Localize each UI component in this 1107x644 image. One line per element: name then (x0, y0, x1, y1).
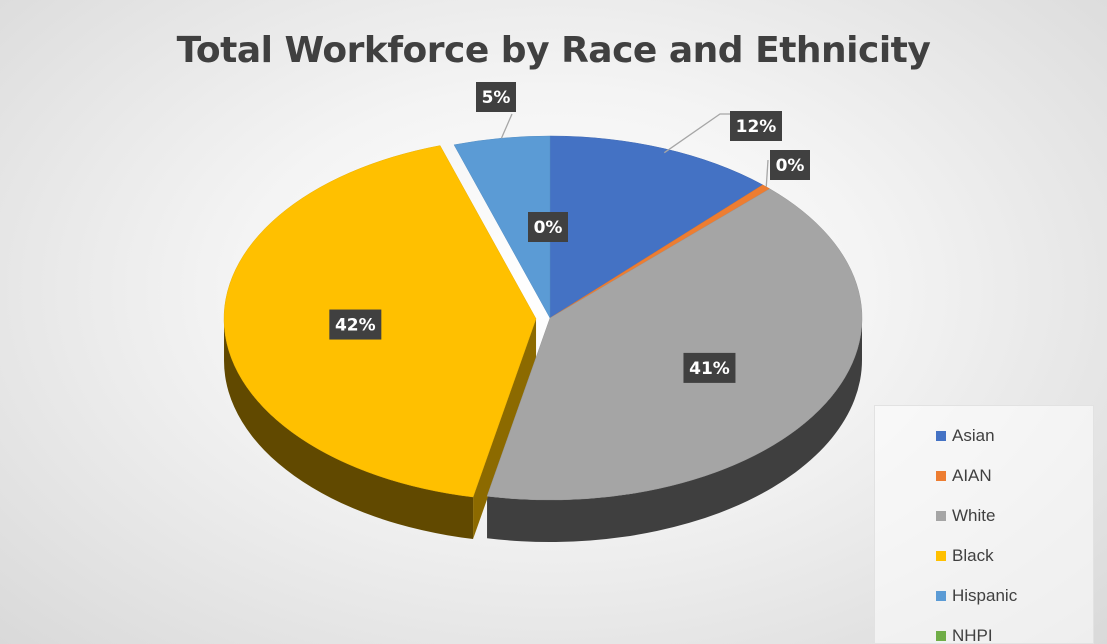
data-label-aian: 0% (770, 150, 810, 180)
leader-hispanic (500, 113, 513, 139)
slice-white (486, 188, 863, 501)
legend-swatch (936, 631, 946, 641)
legend-item-hispanic: Hispanic (875, 576, 1093, 616)
legend-swatch (936, 471, 946, 481)
data-label-black: 42% (329, 309, 382, 340)
data-label-nhpi: 0% (528, 212, 568, 242)
slice-side-black (224, 318, 474, 540)
data-label-hispanic: 5% (476, 82, 516, 112)
legend-swatch (936, 551, 946, 561)
legend-item-black: Black (875, 536, 1093, 576)
pie-sides (224, 318, 862, 543)
svg-text:42%: 42% (335, 316, 376, 336)
legend-label: NHPI (952, 626, 993, 644)
legend-item-aian: AIAN (875, 456, 1093, 496)
legend-swatch (936, 591, 946, 601)
legend-item-asian: Asian (875, 416, 1093, 456)
pie-tops (223, 135, 863, 501)
legend-label: White (952, 506, 996, 525)
data-label-white: 41% (683, 352, 736, 383)
leader-asian (663, 113, 736, 154)
slice-side-white (487, 318, 862, 543)
data-label-asian: 12% (730, 111, 782, 141)
legend-swatch (936, 431, 946, 441)
legend-item-white: White (875, 496, 1093, 536)
slice-face-black (473, 318, 537, 540)
legend-label: Hispanic (952, 586, 1018, 605)
legend-label: Black (952, 546, 994, 565)
slice-asian (549, 135, 764, 319)
chart-legend: Asian AIAN White Black Hispanic NHPI (874, 405, 1094, 644)
svg-text:5%: 5% (482, 88, 511, 108)
chart-title: Total Workforce by Race and Ethnicity (176, 30, 931, 71)
svg-text:12%: 12% (736, 117, 777, 137)
legend-swatch (936, 511, 946, 521)
svg-text:41%: 41% (689, 359, 730, 379)
svg-text:0%: 0% (534, 218, 563, 238)
legend-label: Asian (952, 426, 995, 445)
leader-aian (765, 159, 769, 187)
svg-text:0%: 0% (776, 156, 805, 176)
legend-label: AIAN (952, 466, 992, 485)
data-labels: 12% 0% 41% 42% 5% 0% (329, 82, 810, 383)
legend-item-nhpi: NHPI (875, 616, 1093, 644)
slice-hispanic (453, 135, 551, 319)
